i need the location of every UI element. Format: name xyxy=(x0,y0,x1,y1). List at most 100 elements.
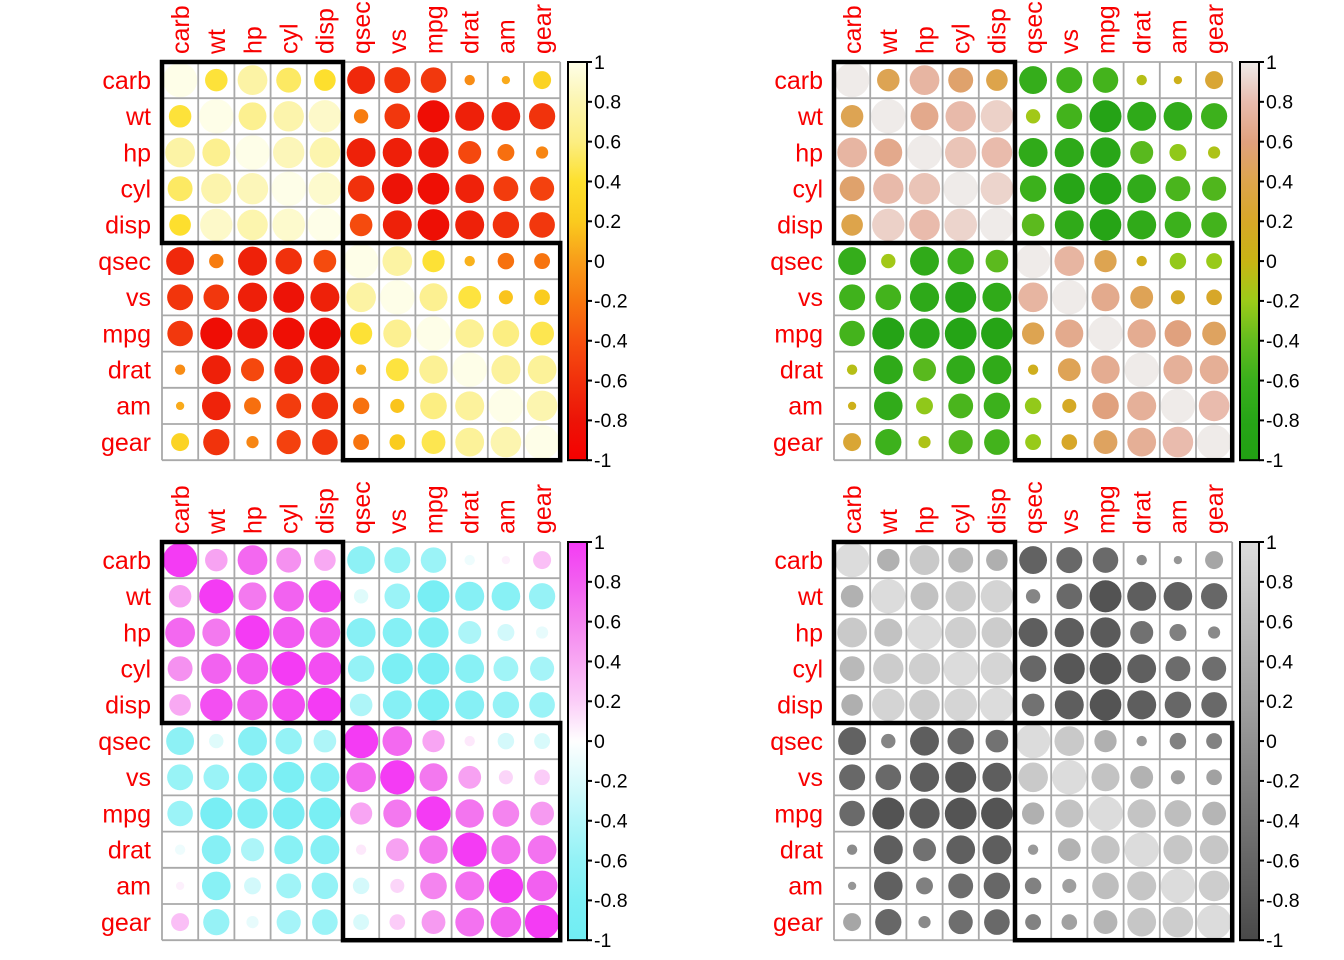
corr-circle-cyl-wt xyxy=(201,173,232,204)
corr-circle-carb-am xyxy=(501,555,511,565)
col-label-cyl: cyl xyxy=(275,503,303,534)
corr-circle-wt-mpg xyxy=(1089,580,1122,613)
corr-circle-wt-hp xyxy=(238,582,267,611)
colorbar-tick-label: -1 xyxy=(594,930,611,952)
corr-circle-wt-vs xyxy=(384,583,411,610)
row-label-qsec: qsec xyxy=(98,248,151,276)
corr-circle-mpg-disp xyxy=(309,797,341,830)
corr-circle-mpg-vs xyxy=(383,319,412,348)
corr-circle-drat-am xyxy=(1163,835,1193,865)
colorbar-tick-label: 1 xyxy=(594,52,605,74)
colorbar: 1 0.8 0.6 0.4 0.2 0 -0.2 -0.4 -0.6 -0.8 -1 xyxy=(567,52,628,472)
corrplot-panel-bottom-right: carb wt hp cyl disp qsec vs mpg drat am gearcarbwt… xyxy=(770,481,1300,952)
corr-circle-am-mpg xyxy=(420,392,447,420)
corr-circle-cyl-disp xyxy=(308,172,342,206)
corr-circle-am-wt xyxy=(201,871,231,901)
corr-circle-carb-disp xyxy=(314,69,336,91)
colorbar-tick-label: 0.4 xyxy=(1266,171,1293,193)
row-label-wt: wt xyxy=(125,103,151,131)
col-label-drat: drat xyxy=(456,11,484,54)
corr-circle-mpg-disp xyxy=(309,317,341,350)
corr-circle-vs-cyl xyxy=(945,761,977,793)
corr-circle-drat-vs xyxy=(385,358,409,382)
corr-circle-gear-qsec xyxy=(1025,914,1042,931)
corr-circle-drat-qsec xyxy=(355,844,367,855)
corr-circle-am-carb xyxy=(175,401,185,411)
corr-circle-am-vs xyxy=(390,398,405,413)
column-labels: carb wt hp cyl disp qsec vs mpg drat am gear xyxy=(167,481,557,535)
colorbar-tick-label: 0 xyxy=(594,731,605,753)
colorbar-tick-label: 0.2 xyxy=(594,691,621,713)
colorbar-tick-label: 0.2 xyxy=(1266,211,1293,233)
cluster-rect-2 xyxy=(340,720,563,943)
corr-circle-am-vs xyxy=(1062,878,1077,893)
corr-circle-hp-mpg xyxy=(1090,617,1121,648)
corr-circle-wt-carb xyxy=(168,585,192,608)
corr-circle-wt-am xyxy=(1163,101,1193,131)
corr-circle-hp-mpg xyxy=(418,617,449,648)
row-label-carb: carb xyxy=(774,547,823,575)
corr-circle-vs-drat xyxy=(1130,285,1154,309)
corr-circle-vs-drat xyxy=(1130,765,1154,789)
colorbar-bar xyxy=(1239,541,1260,942)
corr-circle-hp-qsec xyxy=(1018,618,1048,647)
corr-circle-mpg-gear xyxy=(1202,801,1227,826)
row-label-gear: gear xyxy=(773,909,823,937)
corr-circle-wt-wt xyxy=(199,99,234,134)
column-labels: carb wt hp cyl disp qsec vs mpg drat am gear xyxy=(167,1,557,55)
corr-circle-disp-gear xyxy=(1201,212,1227,238)
corr-circle-hp-drat xyxy=(1130,620,1154,645)
colorbar-tick-label: -0.2 xyxy=(594,771,628,793)
corr-circle-gear-disp xyxy=(312,909,338,935)
corr-circle-am-disp xyxy=(983,392,1011,420)
corr-circle-disp-mpg xyxy=(417,689,450,721)
colorbar-tick-label: -0.6 xyxy=(1266,370,1300,392)
cluster-rect-1 xyxy=(159,59,346,246)
corr-circle-wt-wt xyxy=(199,579,234,614)
corr-circle-drat-cyl xyxy=(274,355,304,385)
corr-circle-disp-qsec xyxy=(349,213,373,237)
row-label-hp: hp xyxy=(795,139,823,167)
corr-circle-wt-qsec xyxy=(353,589,369,604)
col-label-disp: disp xyxy=(312,488,340,534)
row-label-disp: disp xyxy=(105,212,151,240)
cluster-rects xyxy=(831,59,1235,463)
col-label-wt: wt xyxy=(203,29,231,55)
corr-circle-drat-wt xyxy=(201,835,231,865)
corr-circle-wt-disp xyxy=(980,580,1014,613)
corr-circle-qsec-hp xyxy=(238,246,267,276)
corr-circle-gear-vs xyxy=(1061,914,1078,930)
corr-circle-hp-gear xyxy=(1207,146,1221,159)
corr-circle-hp-disp xyxy=(981,137,1013,168)
corr-circle-hp-cyl xyxy=(945,136,977,169)
corr-circle-carb-mpg xyxy=(1092,547,1119,573)
corr-circle-disp-qsec xyxy=(1021,213,1045,237)
corr-circle-drat-drat xyxy=(452,832,487,867)
corr-circle-wt-hp xyxy=(910,102,939,131)
corr-circle-wt-qsec xyxy=(1025,589,1041,604)
corr-circle-disp-vs xyxy=(382,210,412,240)
corr-circle-vs-vs xyxy=(1052,280,1087,315)
corr-circle-cyl-drat xyxy=(455,654,485,684)
corr-circle-carb-disp xyxy=(986,549,1008,571)
corr-circle-qsec-am xyxy=(1169,732,1187,750)
col-label-hp: hp xyxy=(239,506,267,534)
corr-circle-carb-am xyxy=(1173,555,1183,565)
corr-circle-cyl-gear xyxy=(1202,656,1227,681)
corr-circle-vs-gear xyxy=(1206,289,1222,306)
row-label-vs: vs xyxy=(798,764,823,792)
corr-circle-hp-hp xyxy=(907,135,942,170)
col-label-vs: vs xyxy=(1056,29,1084,54)
corr-circle-hp-cyl xyxy=(945,616,977,649)
cluster-rects xyxy=(159,539,563,943)
col-label-qsec: qsec xyxy=(1020,481,1048,534)
corr-circle-vs-hp xyxy=(909,762,940,792)
corr-circle-cyl-disp xyxy=(980,652,1014,686)
corr-circle-gear-mpg xyxy=(421,430,446,455)
corr-circle-disp-drat xyxy=(455,210,485,240)
corr-circle-wt-wt xyxy=(871,579,906,614)
col-label-qsec: qsec xyxy=(348,1,376,54)
corr-circle-vs-wt xyxy=(875,764,902,791)
corr-circle-am-gear xyxy=(1198,390,1230,422)
